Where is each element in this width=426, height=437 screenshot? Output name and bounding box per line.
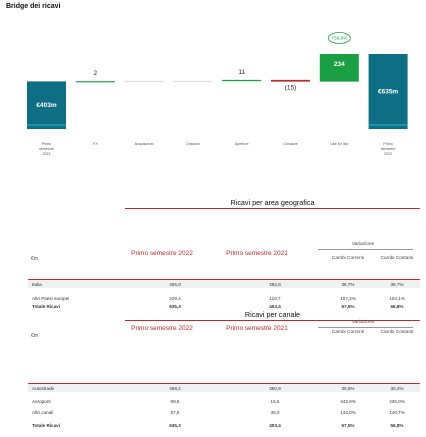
bar-total <box>368 54 408 129</box>
cell-value: 57,5% <box>341 303 355 309</box>
category-label: 2021 <box>43 152 51 156</box>
channel-variation-header: Variazione <box>351 320 375 325</box>
category-label: Aperture <box>235 142 249 146</box>
geo-col1-header: Primo semestre 2022 <box>131 250 193 257</box>
table-total-row: Totale Ricavi 635,3 403,4 57,5% 56,8% <box>28 302 420 310</box>
geo-sub1-header: Cambi Correnti <box>331 256 365 261</box>
cell-value: 38,7% <box>341 281 355 287</box>
cell-value: 107,2% <box>340 295 356 301</box>
category-label: Primo <box>383 142 392 146</box>
geo-title-underline <box>125 208 420 209</box>
table-row: Altri Paesi europei 229,4 110,7 107,2% 1… <box>28 294 420 302</box>
growth-badge <box>327 32 351 44</box>
channel-variation-divider <box>318 327 413 328</box>
cell-value: 110,7 <box>269 295 281 301</box>
row-label: Altri Paesi europei <box>32 295 70 301</box>
channel-col2-header: Primo semestre 2021 <box>226 325 288 332</box>
channel-sub1-header: Cambi Correnti <box>331 330 365 335</box>
geo-variation-header: Variazione <box>351 242 375 247</box>
category-label: 2022 <box>384 152 392 156</box>
cell-value: 635,3 <box>169 422 181 428</box>
geo-unit: €m <box>31 256 38 262</box>
cell-value: 292,6 <box>269 281 281 287</box>
bar-delta <box>319 54 359 82</box>
cell-value: 405,8 <box>169 281 181 287</box>
geo-variation-divider <box>318 249 413 250</box>
cell-value: 56,8% <box>390 303 404 309</box>
cell-value: 436,0% <box>389 398 405 404</box>
category-label: Like for like <box>330 142 348 146</box>
cell-value: 16,5 <box>270 398 280 404</box>
category-label: semestre <box>381 147 396 151</box>
cell-value: 104,1% <box>389 295 405 301</box>
bar-delta <box>75 81 115 83</box>
table-row: Autostrade 458,2 350,9 30,6% 30,2% <box>28 383 420 392</box>
page-title: Bridge dei ricavi <box>6 3 61 10</box>
cell-value: 30,6% <box>341 385 355 391</box>
channel-title-underline <box>125 320 420 321</box>
cell-value: 229,4 <box>169 295 181 301</box>
category-label: Acquisizioni <box>135 142 154 146</box>
bar-total <box>27 81 66 129</box>
bar-label: 2 <box>93 70 97 77</box>
category-label: FX <box>93 142 98 146</box>
cell-value: 38,7% <box>390 281 404 287</box>
cell-value: 443,9% <box>340 398 356 404</box>
bar-label: 234 <box>334 61 345 68</box>
table-total-row: Totale Ricavi 635,3 403,4 57,5% 56,8% <box>28 421 420 429</box>
bar-label: 11 <box>238 69 245 76</box>
channel-sub2-header: Cambi Costanti <box>380 330 414 335</box>
cell-value: 87,6 <box>170 409 180 415</box>
cell-value: 140,7% <box>389 409 405 415</box>
category-label: Primo <box>42 142 51 146</box>
category-label: semestre <box>39 147 54 151</box>
table-row: Aeroporti 89,5 16,5 443,9% 436,0% <box>28 397 420 405</box>
table-row: Italia 405,8 292,6 38,7% 38,7% <box>28 279 420 288</box>
cell-value: 36,0 <box>270 409 280 415</box>
cell-value: 143,0% <box>340 409 356 415</box>
growth-badge-text: +59,9% <box>331 36 347 41</box>
channel-table-title: Ricavi per canale <box>244 310 301 319</box>
channel-unit: €m <box>31 333 38 339</box>
row-label: Totale Ricavi <box>32 422 60 428</box>
cell-value: 56,8% <box>390 422 404 428</box>
row-label: Autostrade <box>32 385 55 391</box>
bar-delta <box>222 79 262 82</box>
bar-label: (15) <box>285 85 297 92</box>
geo-sub2-header: Cambi Costanti <box>380 256 414 261</box>
cell-value: 458,2 <box>169 385 181 391</box>
cell-value: 57,5% <box>341 422 355 428</box>
category-label: Chiusure <box>283 142 297 146</box>
cell-value: 403,4 <box>269 303 281 309</box>
row-label: Italia <box>32 281 42 287</box>
cell-value: 350,9 <box>269 385 281 391</box>
bar-label: €635m <box>378 89 398 96</box>
cell-value: 635,3 <box>169 303 181 309</box>
row-label: Totale Ricavi <box>32 303 60 309</box>
bar-underline <box>368 124 408 126</box>
bar-label: €403m <box>36 102 56 109</box>
cell-value: 89,5 <box>170 398 180 404</box>
geo-col2-header: Primo semestre 2021 <box>226 250 288 257</box>
cell-value: 403,4 <box>269 422 281 428</box>
bar-delta <box>271 79 310 82</box>
geo-table-title: Ricavi per area geografica <box>230 198 315 207</box>
row-label: Aeroporti <box>32 398 51 404</box>
cell-value: 30,2% <box>390 385 404 391</box>
bar-underline <box>27 124 66 126</box>
channel-col1-header: Primo semestre 2022 <box>131 325 193 332</box>
table-row: Altri canali 87,6 36,0 143,0% 140,7% <box>28 408 420 416</box>
category-label: Cessioni <box>186 142 200 146</box>
row-label: Altri canali <box>32 409 54 415</box>
